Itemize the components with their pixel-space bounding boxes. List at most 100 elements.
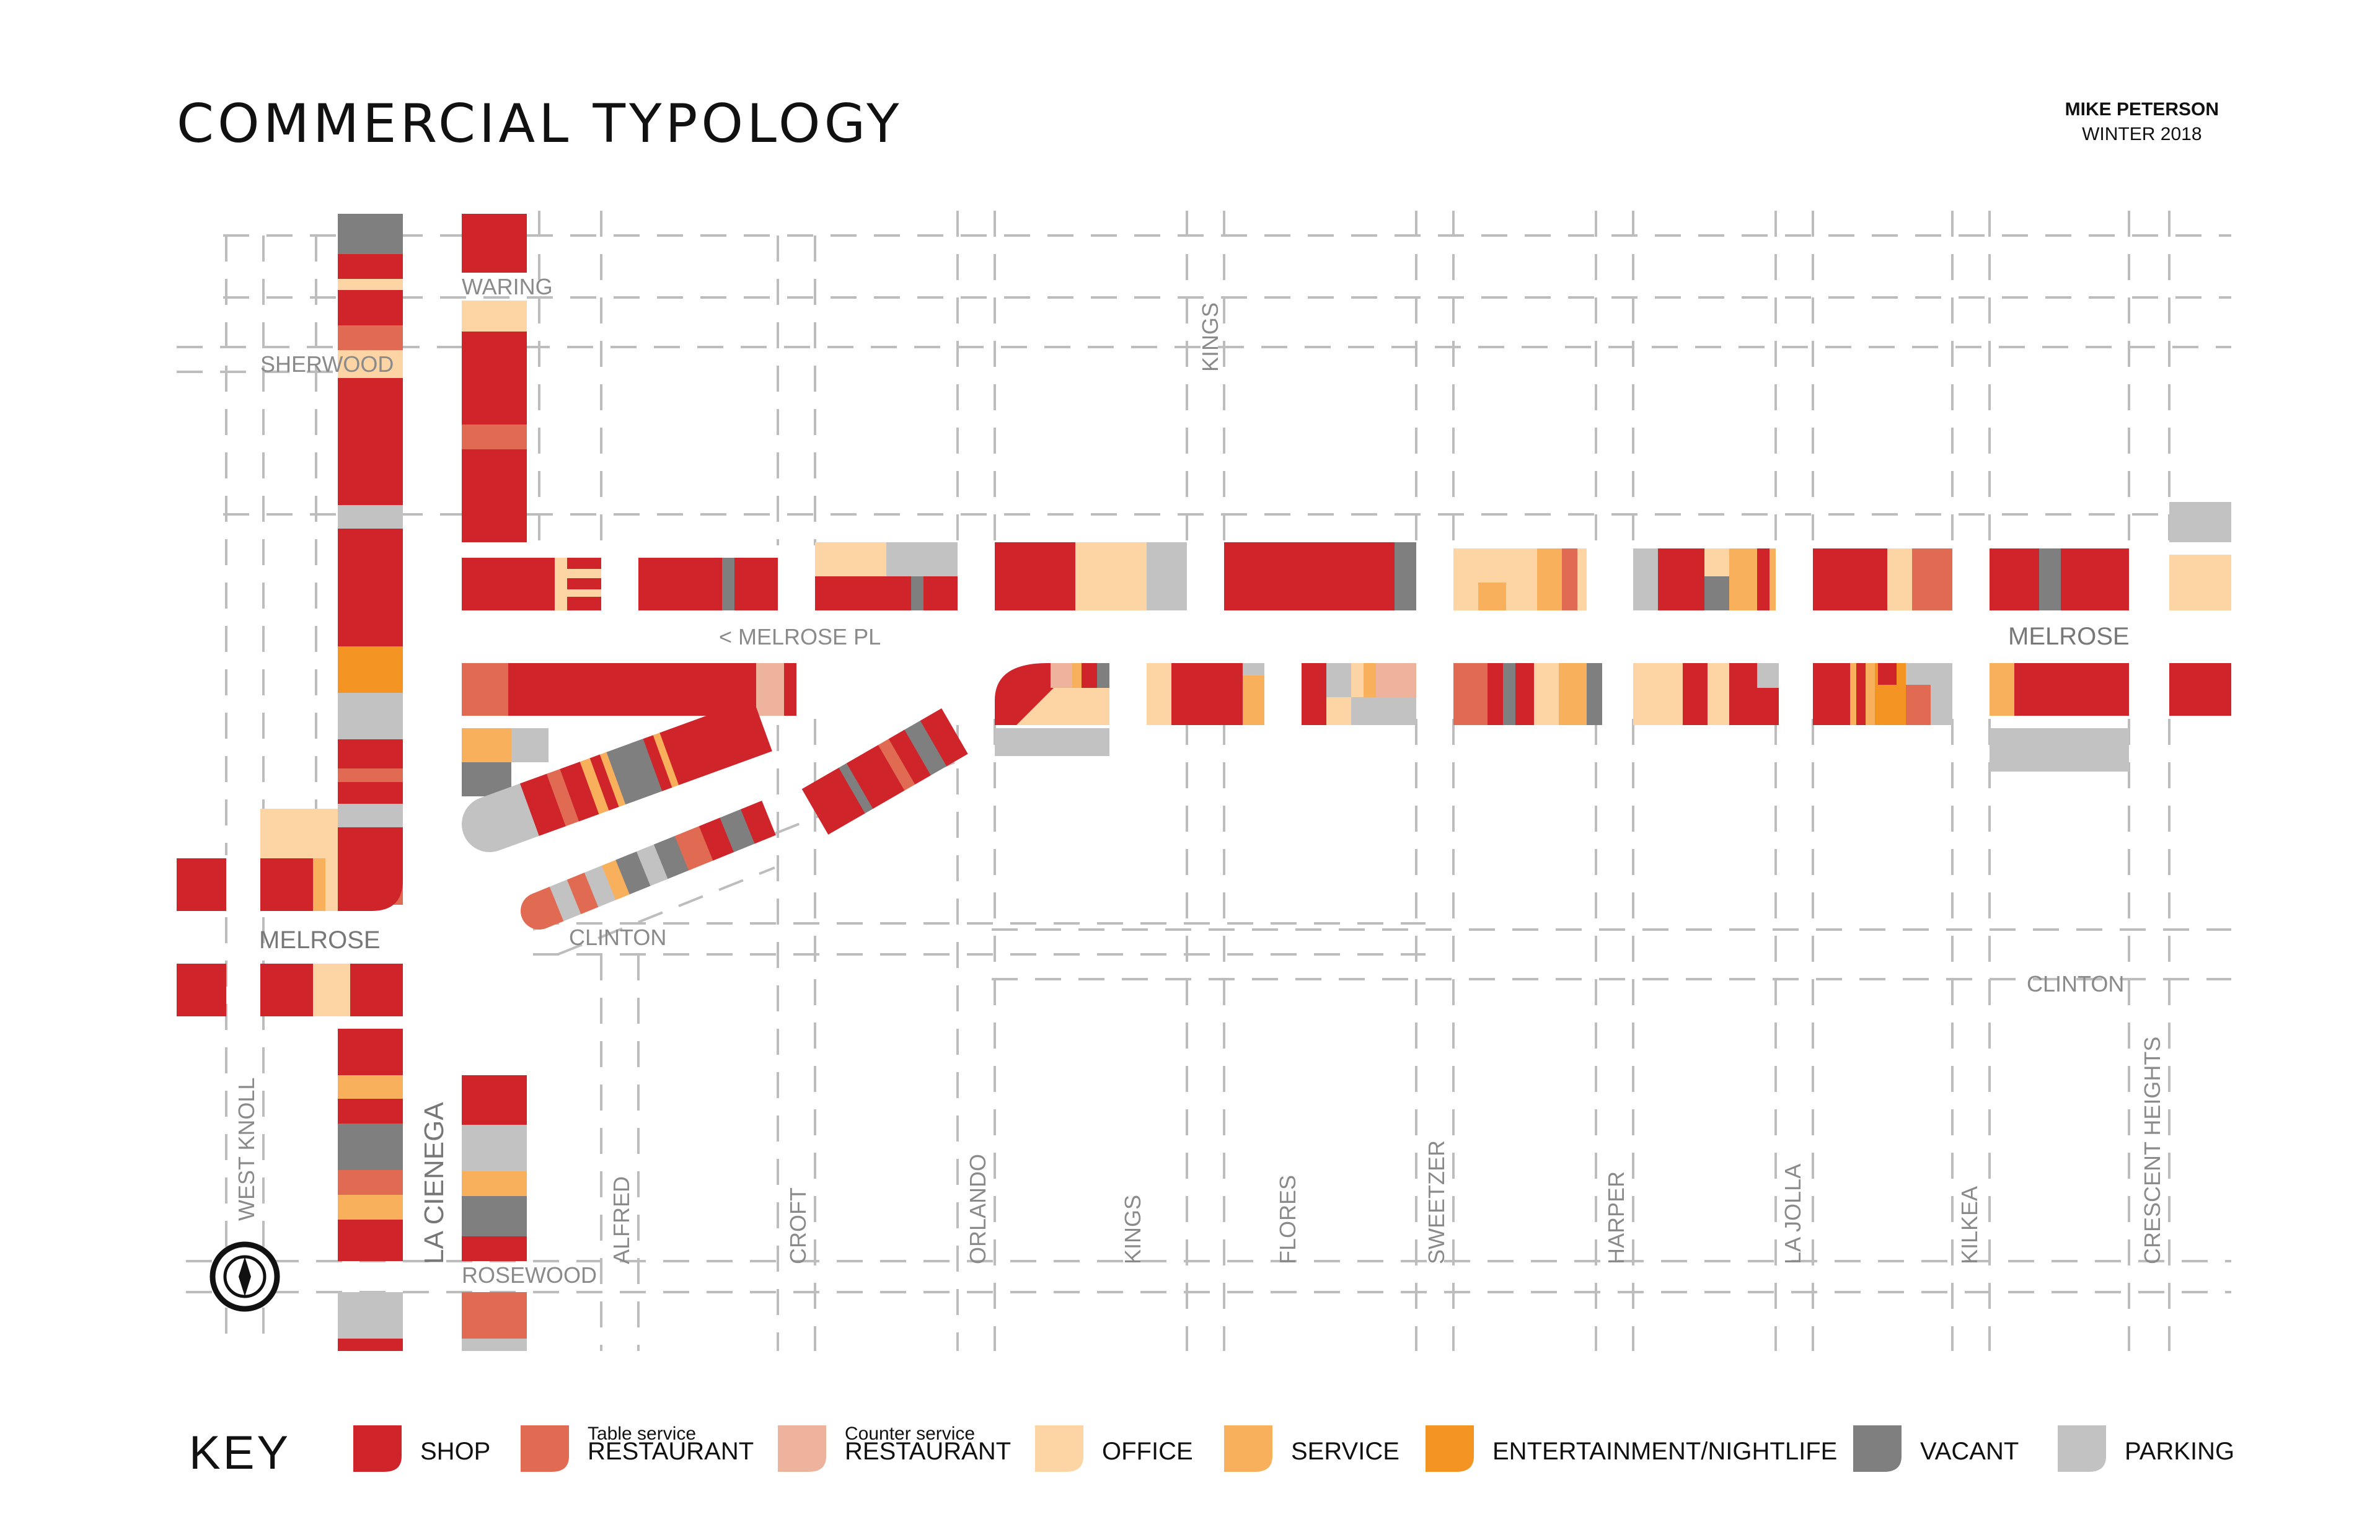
parcel-parking: [886, 542, 958, 576]
legend-label: OFFICE: [1102, 1438, 1193, 1465]
parcel-shop: [462, 1236, 527, 1261]
parcel-vacant: [2039, 548, 2061, 610]
parcel-vacant: [653, 835, 689, 879]
parcel-shop: [560, 762, 599, 822]
parcel-table-restaurant: [546, 768, 580, 827]
parcel-office: [338, 350, 403, 378]
street-label-kings-north: KINGS: [1197, 302, 1223, 372]
parcel-service: [1072, 663, 1082, 688]
parcel-shop: [338, 254, 403, 279]
parcel-shop: [260, 964, 313, 1016]
compass-needle: [239, 1257, 251, 1296]
parcel-parking: [338, 1292, 403, 1339]
legend-label: ENTERTAINMENT/NIGHTLIFE: [1492, 1438, 1837, 1465]
parcel-shop: [741, 801, 776, 844]
parcel-parking: [338, 693, 403, 739]
street-label-sherwood: SHERWOOD: [260, 351, 394, 377]
parcel-service: [1729, 548, 1757, 610]
legend-label: VACANT: [1920, 1438, 2019, 1465]
parcel-parking: [549, 879, 581, 922]
legend-swatch: [778, 1425, 826, 1472]
parcel-parking: [1351, 697, 1416, 725]
parcel-table-restaurant: [338, 1170, 403, 1195]
parcel-service: [338, 1075, 403, 1099]
legend-swatch: [1035, 1425, 1083, 1472]
compass-north-icon: [209, 1241, 280, 1312]
parcel-shop: [1813, 548, 1887, 610]
street-label-kilkea: KILKEA: [1957, 1186, 1982, 1264]
street-label-harper: HARPER: [1603, 1171, 1629, 1264]
parcel-service: [599, 752, 626, 807]
parcel-service: [1243, 675, 1264, 725]
map-title: COMMERCIAL TYPOLOGY: [177, 93, 903, 155]
parcel-parking: [584, 865, 616, 907]
parcel-service: [1866, 663, 1875, 725]
parcel-shop: [1757, 688, 1779, 725]
parcel-office: [1633, 663, 1683, 725]
parcel-layer: [177, 214, 2231, 1351]
parcel-shop: [2014, 663, 2129, 716]
street-label-kings-south: KINGS: [1120, 1195, 1145, 1264]
legend-label: RESTAURANT: [588, 1438, 754, 1465]
parcel-parking: [338, 505, 403, 529]
parcel-office: [1708, 663, 1729, 725]
street-label-la-jolla: LA JOLLA: [1780, 1164, 1805, 1264]
parcel-entertainment: [338, 646, 403, 693]
parcel-table-restaurant: [1453, 663, 1488, 725]
parcel-shop: [177, 964, 226, 1016]
author-block: MIKE PETERSON WINTER 2018: [2065, 99, 2219, 145]
street-label-melrose-east: MELROSE: [2008, 623, 2130, 650]
author-name: MIKE PETERSON: [2065, 99, 2219, 120]
parcel-vacant: [1395, 542, 1416, 610]
parcel-shop: [638, 558, 722, 610]
parcel-table-restaurant: [462, 663, 508, 716]
parcel-shop: [920, 708, 968, 767]
parcel-office: [1534, 663, 1559, 725]
parcel-vacant: [1704, 576, 1729, 610]
parcel-vacant: [462, 1196, 527, 1236]
parcel-parking: [1326, 663, 1351, 697]
parcel-office: [1016, 688, 1109, 725]
legend-item-office: OFFICE: [1035, 1425, 1193, 1472]
street-label-waring: WARING: [462, 274, 553, 299]
parcel-office: [815, 542, 886, 576]
parcel-parking: [1757, 663, 1779, 688]
parcel-shop: [995, 542, 1075, 610]
parcel-shop: [801, 767, 866, 835]
parcel-service: [462, 1171, 527, 1196]
street-label-sweetzer: SWEETZER: [1424, 1140, 1449, 1264]
parcel-parking: [1990, 728, 2129, 772]
parcel-shop: [1813, 663, 1850, 725]
parcel-counter-restaurant: [1376, 663, 1416, 697]
legend-item-vacant: VACANT: [1853, 1425, 2019, 1472]
legend-label: RESTAURANT: [845, 1438, 1011, 1465]
legend-label: PARKING: [2125, 1438, 2234, 1465]
parcel-counter-restaurant: [756, 663, 784, 716]
parcel-service: [1364, 663, 1376, 697]
diagonal-parcel-strip: [801, 708, 968, 835]
legend-swatch: [1426, 1425, 1474, 1472]
parcel-shop: [1488, 663, 1503, 725]
parcel-shop: [260, 858, 313, 911]
legend-item-entertainment: ENTERTAINMENT/NIGHTLIFE: [1426, 1425, 1837, 1472]
parcel-shop: [462, 214, 527, 273]
diagonal-parcel-strip: [521, 801, 776, 930]
parcel-table-restaurant: [462, 425, 527, 449]
parcel-shop: [338, 782, 403, 804]
parcel-vacant: [1587, 663, 1602, 725]
legend-title: KEY: [189, 1427, 291, 1479]
parcel-shop: [2169, 663, 2231, 716]
parcel-vacant: [606, 738, 663, 805]
parcel-service: [313, 858, 325, 911]
parcel-office: [555, 558, 567, 610]
street-label-orlando: ORLANDO: [965, 1154, 990, 1264]
parcel-office: [1577, 548, 1587, 610]
street-label-melrose-pl: < MELROSE PL: [719, 624, 881, 649]
parcel-table-restaurant: [1912, 548, 1952, 610]
parcel-shop: [1856, 663, 1866, 725]
parcel-table-restaurant: [338, 768, 403, 782]
